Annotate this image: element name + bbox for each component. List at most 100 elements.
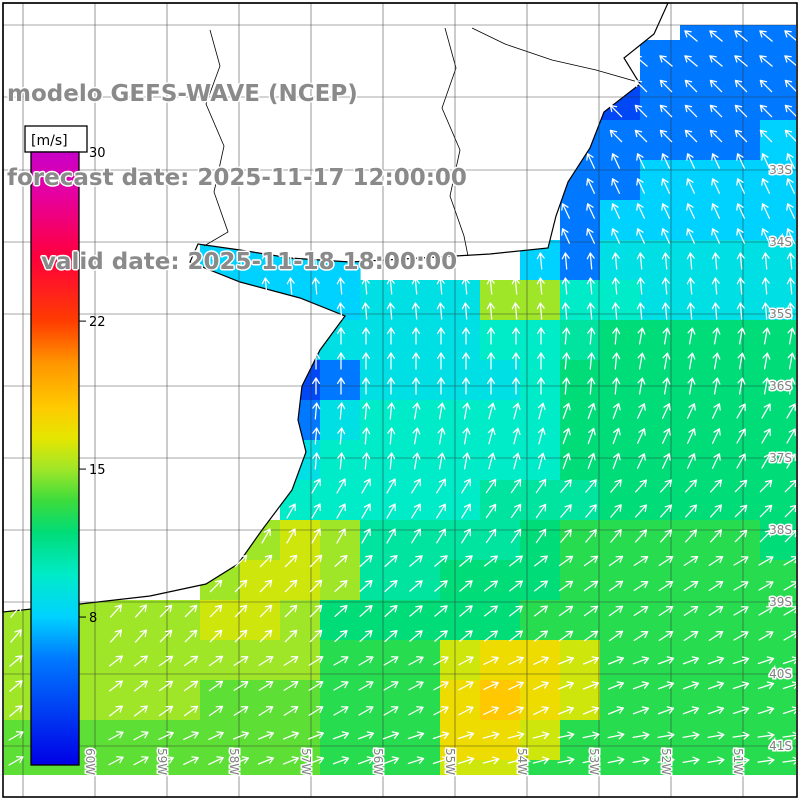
- wind-arrow: [509, 555, 523, 567]
- heatmap-cell: [720, 25, 761, 41]
- heatmap-cell: [720, 760, 761, 775]
- wind-arrow: [337, 427, 346, 445]
- wind-arrow: [509, 605, 523, 617]
- wind-arrow: [436, 352, 446, 370]
- wind-arrow: [183, 731, 199, 741]
- heatmap-cell: [640, 40, 681, 81]
- lon-label: 58W: [227, 748, 241, 775]
- wind-arrow: [709, 129, 723, 143]
- wind-arrow: [661, 302, 670, 320]
- heatmap-cell: [600, 680, 641, 721]
- wind-arrow: [662, 377, 671, 395]
- lat-label: 40S: [769, 667, 792, 681]
- wind-arrow: [658, 606, 674, 616]
- wind-arrow: [134, 705, 148, 717]
- wind-arrow: [707, 706, 725, 715]
- heatmap-cell: [320, 640, 361, 681]
- wind-arrow: [286, 528, 296, 544]
- wind-arrow: [561, 302, 570, 320]
- wind-arrow: [759, 79, 773, 93]
- wind-arrow: [259, 629, 273, 643]
- heatmap-cell: [320, 400, 361, 441]
- wind-arrow: [561, 277, 570, 295]
- colorbar-unit-label: [m/s]: [31, 133, 68, 149]
- wind-arrow: [736, 277, 745, 295]
- wind-arrow: [208, 705, 224, 717]
- wind-arrow: [761, 277, 770, 295]
- wind-arrow: [333, 681, 349, 691]
- wind-arrow: [257, 731, 275, 740]
- wind-arrow: [612, 402, 621, 420]
- wind-arrow: [661, 428, 671, 444]
- wind-arrow: [409, 630, 423, 642]
- wind-arrow: [661, 453, 671, 469]
- wind-arrow: [687, 327, 696, 345]
- wind-arrow: [562, 427, 571, 445]
- wind-arrow: [384, 580, 398, 592]
- wind-arrow: [712, 352, 721, 370]
- wind-arrow: [611, 203, 621, 219]
- wind-arrow: [762, 377, 771, 395]
- wind-arrow: [711, 228, 721, 244]
- wind-arrow: [687, 377, 696, 395]
- wind-arrow: [787, 352, 796, 370]
- wind-arrow: [587, 452, 596, 470]
- wind-arrow: [757, 656, 775, 665]
- wind-arrow: [411, 503, 421, 519]
- wind-arrow: [284, 554, 298, 568]
- heatmap-cell: [680, 560, 721, 601]
- wind-arrow: [384, 630, 398, 642]
- wind-arrow: [358, 656, 374, 666]
- heatmap-cell: [400, 560, 441, 601]
- wind-arrow: [684, 55, 698, 67]
- wind-arrow: [486, 302, 495, 320]
- wind-arrow: [461, 352, 471, 370]
- wind-arrow: [711, 252, 720, 270]
- wind-arrow: [386, 352, 396, 370]
- wind-arrow: [437, 402, 446, 420]
- wind-arrow: [387, 402, 396, 420]
- wind-arrow: [183, 655, 199, 667]
- heatmap-cell: [560, 560, 601, 601]
- wind-arrow: [686, 302, 695, 320]
- wind-arrow: [636, 428, 646, 444]
- heatmap-cell: [80, 720, 121, 761]
- wind-arrow: [436, 327, 446, 345]
- wind-arrow: [686, 228, 696, 244]
- wind-arrow: [759, 55, 773, 67]
- wind-arrow: [682, 731, 700, 740]
- wind-arrow: [482, 756, 500, 765]
- wind-arrow: [732, 656, 750, 665]
- wind-arrow: [782, 681, 796, 690]
- lat-label: 38S: [769, 523, 792, 537]
- wind-arrow: [636, 203, 646, 219]
- wind-arrow: [582, 756, 600, 765]
- wind-arrow: [633, 581, 649, 591]
- wind-arrow: [361, 528, 371, 544]
- wind-arrow: [534, 555, 548, 567]
- wind-arrow: [309, 554, 323, 568]
- wind-arrow: [662, 352, 671, 370]
- wind-arrow: [383, 706, 399, 716]
- heatmap-cell: [640, 640, 681, 681]
- wind-arrow: [762, 352, 771, 370]
- wind-arrow: [336, 352, 346, 370]
- wind-arrow: [759, 104, 773, 118]
- wind-arrow: [736, 428, 746, 444]
- wind-arrow: [783, 606, 796, 616]
- wind-arrow: [259, 579, 273, 593]
- wind-arrow: [459, 580, 473, 592]
- wind-arrow: [259, 604, 273, 618]
- heatmap-cell: [480, 600, 521, 641]
- wind-arrow: [786, 178, 796, 194]
- heatmap-cell: [680, 25, 721, 41]
- wind-arrow: [612, 452, 621, 470]
- wind-arrow: [661, 252, 670, 270]
- colorbar-tick-label: 15: [89, 463, 106, 478]
- wind-arrow: [158, 655, 174, 667]
- wind-arrow: [537, 427, 546, 445]
- wind-arrow: [286, 252, 295, 270]
- wind-arrow: [183, 705, 199, 717]
- heatmap-cell: [640, 280, 681, 321]
- wind-arrow: [258, 706, 274, 716]
